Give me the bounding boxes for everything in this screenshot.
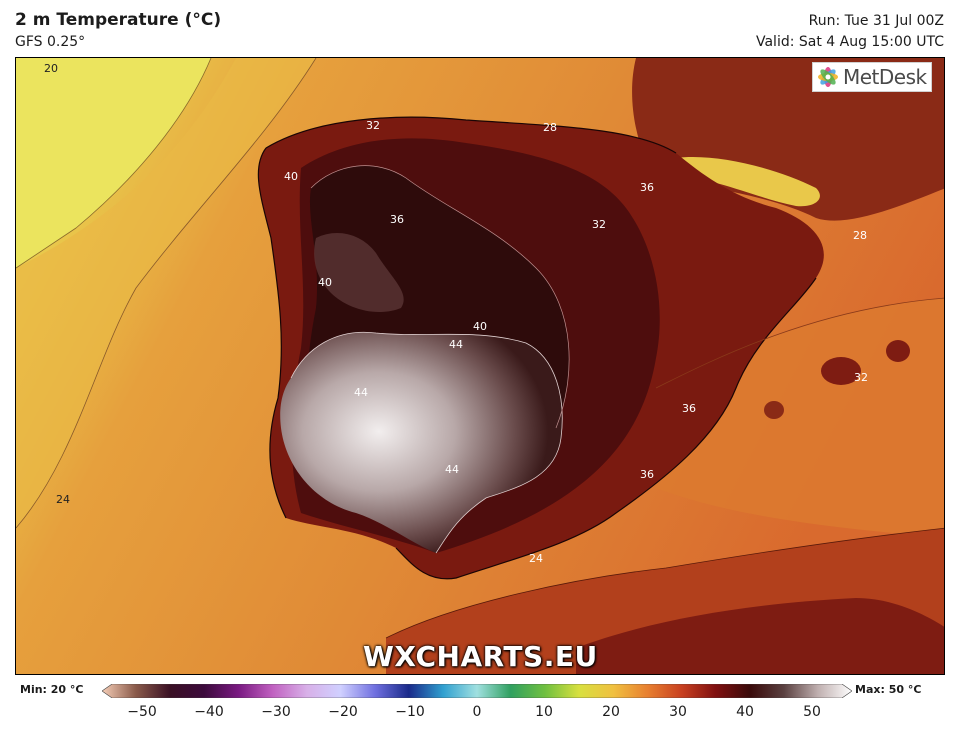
colorbar-tick-label: −20 — [328, 704, 358, 720]
contour-label: 36 — [640, 468, 654, 481]
pyrenees-band — [676, 157, 820, 207]
temperature-map[interactable]: 20 24 24 28 28 32 32 32 36 36 36 36 40 4… — [15, 57, 945, 675]
contour-label: 40 — [318, 276, 332, 289]
watermark: WXCHARTS.EU — [363, 640, 598, 673]
isotherm-line — [385, 527, 944, 639]
balearic-island — [764, 401, 784, 419]
contour-label: 36 — [390, 213, 404, 226]
contour-label: 28 — [543, 121, 557, 134]
contour-label: 32 — [592, 218, 606, 231]
contour-label: 24 — [529, 552, 543, 565]
metdesk-flower-icon — [818, 67, 838, 87]
metdesk-logo: MetDesk — [812, 62, 932, 92]
colorbar-tick-label: −40 — [194, 704, 224, 720]
cool-zone — [16, 58, 211, 268]
colorbar-ticks: −50 −40 −30 −20 −10 0 10 20 30 40 50 — [0, 704, 960, 724]
colorbar-max-label: Max: 50 °C — [855, 683, 922, 696]
contour-label: 24 — [56, 493, 70, 506]
logo-text: MetDesk — [843, 65, 927, 89]
contour-label: 28 — [853, 229, 867, 242]
contour-label: 32 — [366, 119, 380, 132]
ocean-band — [16, 58, 316, 528]
coastline — [257, 116, 817, 580]
colorbar-tick-label: −50 — [127, 704, 157, 720]
balearic-island — [821, 357, 861, 385]
north-greyband — [314, 233, 404, 313]
north-africa-hot — [576, 598, 944, 674]
contour-label: 44 — [354, 386, 368, 399]
contour-label: 36 — [640, 181, 654, 194]
colorbar-tick-label: 40 — [736, 704, 754, 720]
contour-label: 40 — [284, 170, 298, 183]
valid-time: Valid: Sat 4 Aug 15:00 UTC — [755, 34, 944, 50]
contour-label: 40 — [473, 320, 487, 333]
colorbar-tick-label: 50 — [803, 704, 821, 720]
colorbar-tick-label: 30 — [669, 704, 687, 720]
colorbar — [102, 684, 852, 698]
isotherm-line — [290, 331, 563, 554]
colorbar-tick-label: −30 — [261, 704, 291, 720]
chart-title: 2 m Temperature (°C) — [15, 10, 222, 30]
isotherm-line — [310, 165, 570, 429]
colorbar-tick-label: −10 — [395, 704, 425, 720]
contour-label: 20 — [44, 62, 58, 75]
peak-heat — [280, 332, 563, 553]
model-subtitle: GFS 0.25° — [15, 34, 86, 50]
colorbar-min-label: Min: 20 °C — [20, 683, 84, 696]
contour-label: 32 — [854, 371, 868, 384]
colorbar-tick-label: 20 — [602, 704, 620, 720]
contour-label: 44 — [449, 338, 463, 351]
contour-label: 44 — [445, 463, 459, 476]
run-time: Run: Tue 31 Jul 00Z — [808, 13, 944, 29]
colorbar-tick-label: 10 — [535, 704, 553, 720]
balearic-island — [886, 340, 910, 362]
contour-label: 36 — [682, 402, 696, 415]
colorbar-tick-label: 0 — [472, 704, 482, 720]
isotherm-line — [655, 297, 944, 389]
isotherm-line — [16, 58, 317, 529]
isotherm-line — [16, 58, 212, 269]
